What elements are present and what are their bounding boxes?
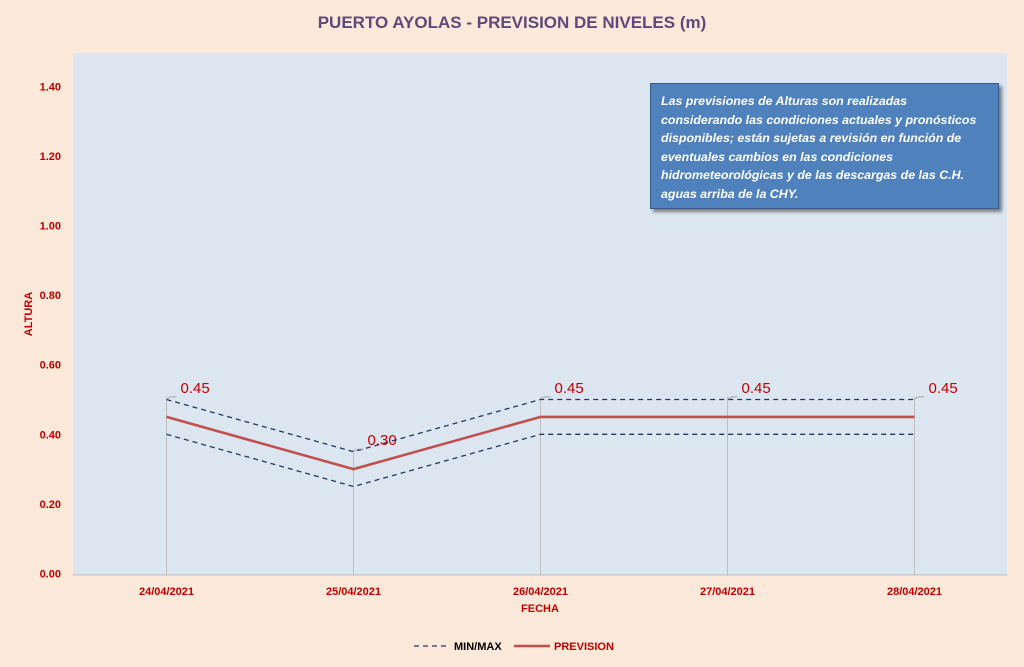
data-label-leader: [914, 396, 925, 400]
legend-label: PREVISION: [554, 641, 614, 653]
y-tick-label: 0.40: [40, 429, 61, 441]
data-label-leader: [540, 396, 551, 400]
y-tick-label: 1.20: [40, 151, 61, 163]
chart-title: PUERTO AYOLAS - PREVISION DE NIVELES (m): [318, 13, 707, 32]
series-line-max: [166, 398, 915, 453]
x-axis-title: FECHA: [521, 603, 559, 615]
data-label-leader: [166, 396, 177, 400]
y-tick-label: 1.40: [40, 81, 61, 93]
y-tick-label: 0.00: [40, 569, 61, 581]
x-tick-label: 25/04/2021: [326, 586, 381, 598]
data-label-leader: [727, 396, 738, 400]
y-tick-label: 0.60: [40, 360, 61, 372]
x-tick-label: 27/04/2021: [700, 586, 755, 598]
data-label-leader: [353, 448, 364, 452]
data-label: 0.45: [929, 380, 958, 397]
y-tick-label: 0.20: [40, 499, 61, 511]
y-tick-label: 1.00: [40, 221, 61, 233]
data-label: 0.45: [742, 380, 771, 397]
series-line-prevision: [166, 415, 915, 471]
x-tick-label: 24/04/2021: [139, 586, 194, 598]
y-tick-label: 0.80: [40, 290, 61, 302]
x-tick-label: 28/04/2021: [887, 586, 942, 598]
forecast-note: Las previsiones de Alturas son realizada…: [650, 83, 999, 209]
data-label: 0.45: [181, 380, 210, 397]
y-axis-title: ALTURA: [23, 292, 35, 336]
data-label: 0.45: [555, 380, 584, 397]
legend-label: MIN/MAX: [454, 641, 502, 653]
x-tick-label: 26/04/2021: [513, 586, 568, 598]
series-line-min: [166, 433, 915, 488]
data-label: 0.30: [368, 432, 397, 449]
